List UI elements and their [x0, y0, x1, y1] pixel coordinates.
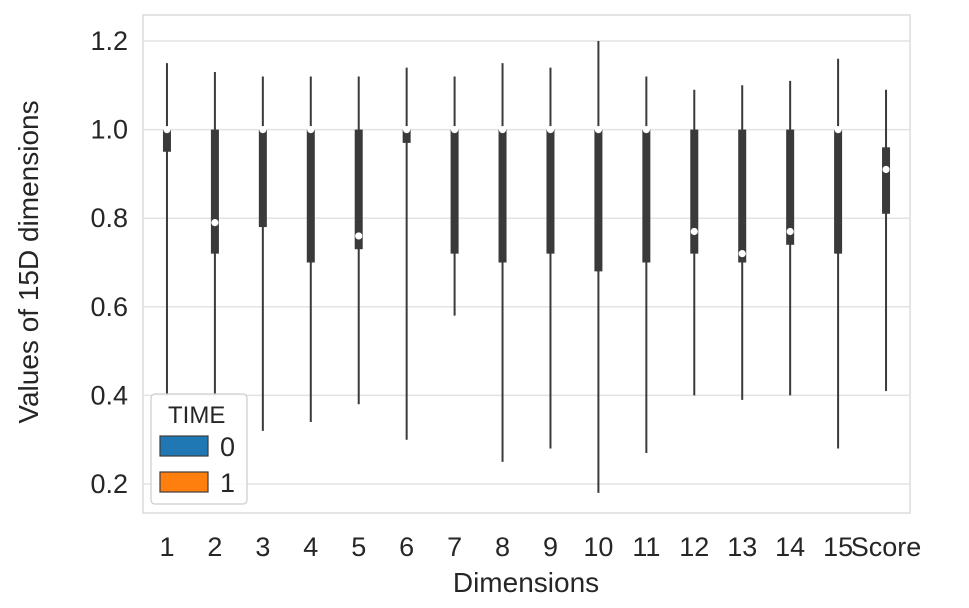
x-tick-label: 15: [823, 532, 853, 562]
iqr-box: [738, 129, 747, 263]
legend: TIME 0 1: [150, 393, 248, 505]
iqr-box: [306, 129, 315, 263]
iqr-box: [546, 129, 555, 254]
plot-frame: [142, 14, 911, 514]
median-marker: [450, 126, 459, 134]
x-tick-label: 10: [583, 532, 613, 562]
x-tick-label: 9: [543, 532, 558, 562]
iqr-box: [162, 129, 171, 152]
x-tick-label: 12: [679, 532, 709, 562]
median-marker: [690, 227, 698, 236]
x-tick-label: 4: [303, 532, 318, 562]
legend-label-time-0: 0: [220, 432, 235, 462]
median-marker: [594, 126, 603, 134]
y-tick-label: 0.4: [90, 380, 128, 410]
median-marker: [403, 126, 411, 134]
legend-swatch-time-0: [159, 435, 209, 457]
x-tick-label: 2: [207, 532, 222, 562]
median-marker: [738, 250, 746, 258]
median-marker: [498, 126, 507, 134]
median-marker: [259, 126, 267, 134]
median-marker: [546, 126, 555, 134]
median-marker: [307, 126, 315, 134]
median-marker: [786, 227, 794, 236]
median-marker: [834, 126, 842, 134]
x-tick-label: 1: [159, 532, 174, 562]
y-tick-label: 1.0: [90, 115, 128, 145]
x-tick-label: 7: [447, 532, 462, 562]
iqr-box: [690, 129, 699, 254]
iqr-box: [594, 129, 603, 272]
x-tick-label: 6: [399, 532, 414, 562]
y-axis-title: Values of 15D dimensions: [13, 100, 44, 423]
iqr-box: [354, 129, 363, 250]
x-tick-label: 3: [255, 532, 270, 562]
median-marker: [355, 232, 363, 240]
grid-lines: [143, 40, 910, 485]
iqr-box: [882, 147, 891, 214]
x-tick-label: 13: [727, 532, 757, 562]
iqr-box: [450, 129, 459, 254]
y-tick-labels: 0.2 0.4 0.6 0.8 1.0 1.2: [90, 26, 128, 499]
y-tick-label: 0.6: [90, 292, 128, 322]
y-tick-label: 0.8: [90, 203, 128, 233]
iqr-box: [210, 129, 219, 254]
legend-label-time-1: 1: [220, 468, 235, 498]
median-marker: [882, 165, 890, 174]
x-tick-label: 11: [632, 532, 660, 562]
inner-boxes: [162, 41, 891, 493]
median-marker: [163, 126, 171, 134]
iqr-box: [258, 129, 267, 228]
iqr-box: [834, 129, 843, 254]
x-tick-label: 14: [775, 532, 805, 562]
y-tick-label: 1.2: [90, 26, 128, 56]
x-tick-label: Score: [851, 532, 922, 562]
legend-swatch-time-1: [159, 471, 209, 493]
iqr-box: [402, 129, 411, 143]
legend-title: TIME: [168, 402, 225, 429]
median-marker: [211, 219, 219, 227]
iqr-box: [786, 129, 795, 245]
x-tick-label: 5: [351, 532, 366, 562]
median-marker: [642, 126, 650, 134]
iqr-box: [642, 129, 651, 263]
x-axis-title: Dimensions: [453, 567, 599, 598]
x-tick-label: 8: [495, 532, 510, 562]
iqr-box: [498, 129, 507, 263]
y-tick-label: 0.2: [90, 469, 128, 499]
